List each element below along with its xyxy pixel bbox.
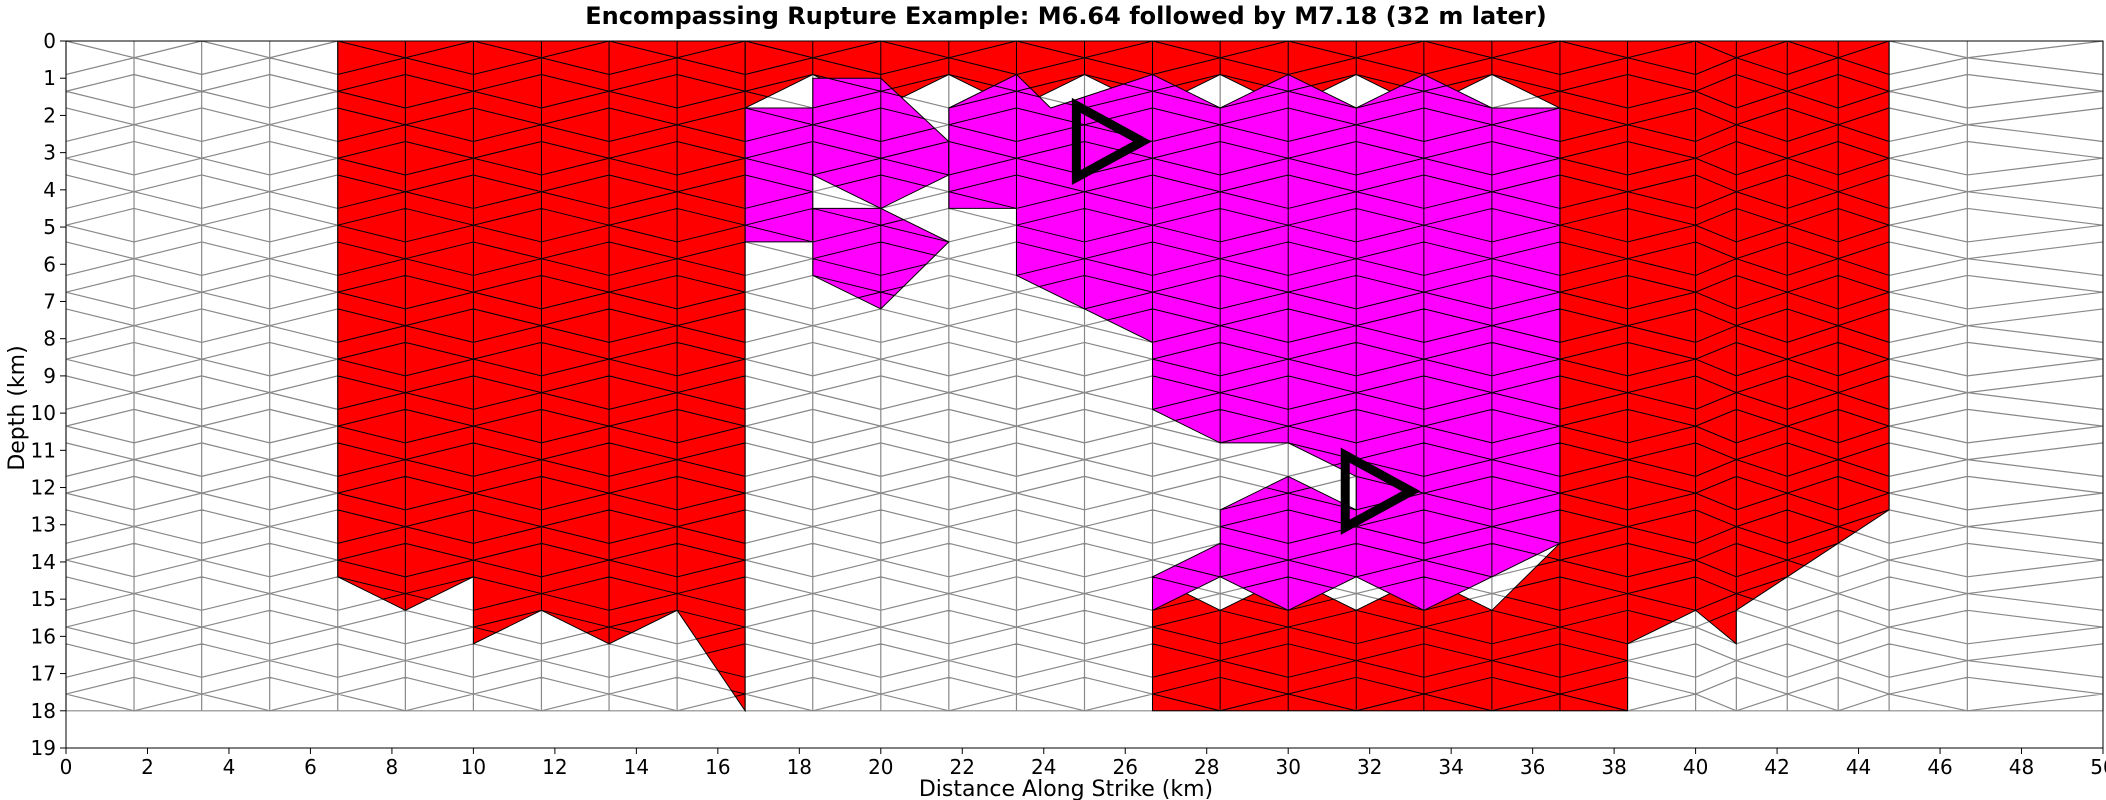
y-tick-label: 19 [31,736,56,760]
y-tick-label: 18 [31,699,56,723]
x-tick-label: 4 [223,755,236,779]
x-tick-label: 22 [950,755,975,779]
x-tick-label: 0 [60,755,73,779]
x-tick-label: 50 [2090,755,2106,779]
x-tick-label: 34 [1438,755,1463,779]
y-tick-label: 13 [31,513,56,537]
x-tick-label: 10 [461,755,486,779]
y-tick-label: 12 [31,476,56,500]
x-tick-label: 16 [705,755,730,779]
y-tick-label: 6 [43,252,56,276]
y-tick-label: 7 [43,289,56,313]
x-tick-label: 32 [1357,755,1382,779]
rupture-region-m664-3 [948,73,1561,612]
y-tick-label: 11 [31,438,56,462]
x-tick-label: 38 [1601,755,1626,779]
y-tick-label: 8 [43,327,56,351]
x-tick-label: 36 [1520,755,1545,779]
hypocenter-marker-2 [1340,447,1421,535]
x-tick-label: 24 [1031,755,1056,779]
y-tick-label: 1 [43,66,56,90]
x-tick-label: 42 [1764,755,1789,779]
y-tick-label: 17 [31,662,56,686]
x-tick-label: 44 [1846,755,1871,779]
chart-title: Encompassing Rupture Example: M6.64 foll… [585,2,1547,30]
y-tick-label: 9 [43,364,56,388]
x-tick-label: 20 [868,755,893,779]
hypocenter-markers [1071,97,1421,535]
x-tick-label: 46 [1927,755,1952,779]
x-ticks: 0 2 4 6 8 10 12 14 16 18 20 22 24 26 28 30 32 34 36 38 40 42 4… [60,748,2106,779]
x-tick-label: 18 [787,755,812,779]
y-tick-label: 5 [43,215,56,239]
x-tick-label: 2 [141,755,154,779]
x-tick-label: 40 [1683,755,1708,779]
x-tick-label: 30 [1275,755,1300,779]
y-tick-label: 4 [43,178,56,202]
x-tick-label: 12 [542,755,567,779]
x-tick-label: 48 [2009,755,2034,779]
hypocenter-marker-1 [1071,97,1152,186]
x-tick-label: 14 [624,755,649,779]
y-axis-label: Depth (km) [5,345,30,470]
y-tick-label: 14 [31,550,56,574]
y-tick-label: 10 [31,401,56,425]
x-tick-label: 28 [1194,755,1219,779]
y-tick-label: 3 [43,141,56,165]
x-tick-label: 8 [386,755,399,779]
y-tick-label: 0 [43,29,56,53]
plot-frame [65,40,2104,749]
rupture-region-m664-0 [744,107,814,243]
x-axis-label: Distance Along Strike (km) [919,777,1213,800]
y-tick-label: 15 [31,587,56,611]
y-tick-label: 2 [43,103,56,127]
x-tick-label: 6 [304,755,317,779]
x-tick-label: 26 [1113,755,1138,779]
rupture-triangles [337,40,1890,713]
y-tick-label: 16 [31,624,56,648]
